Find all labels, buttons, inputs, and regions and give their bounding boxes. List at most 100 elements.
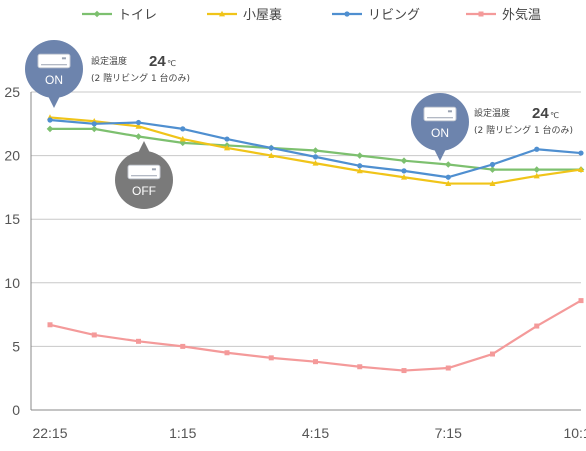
data-point [91,121,97,127]
setting-unit: ℃ [167,59,176,68]
data-point [357,364,363,370]
legend-label: 外気温 [502,7,541,23]
data-point [313,359,318,365]
data-point [268,145,274,151]
data-point [224,144,230,151]
legend-label: 小屋裏 [243,8,282,23]
data-point [445,180,452,186]
x-tick-label: 4:15 [302,425,329,441]
y-tick-label: 0 [12,402,20,418]
legend-label: リビング [368,8,420,23]
setting-annotation: 設定温度 24 ℃ (2 階リビング 1 台のみ) [91,53,190,84]
data-point [312,154,319,160]
data-point [445,365,451,371]
x-tick-label: 22:15 [32,425,67,441]
on-bubble-1: ON [25,40,83,108]
y-tick-label: 20 [4,148,20,164]
data-point [356,152,364,159]
series-layer [46,114,585,374]
data-point [534,146,540,152]
data-point [135,123,142,129]
legend-marker [344,11,350,17]
data-point [489,161,496,168]
setting-note: (2 階リビング 1 台のみ) [474,124,573,136]
data-point [224,136,230,142]
legend-marker [219,10,225,17]
legend-marker [478,11,484,17]
data-point [268,152,275,158]
bubble-label: ON [431,126,449,140]
data-point [357,163,363,169]
data-point [180,126,186,132]
data-point [444,161,452,168]
setting-label: 設定温度 [91,55,127,67]
axis-layer: 0 5 10 15 20 25 22:15 1:15 4:15 7:15 10:15 [4,84,586,441]
legend: トイレ 小屋裏 リビング 外気温 [82,7,541,23]
setting-unit: ℃ [550,111,559,120]
data-point [179,135,186,142]
legend-item: 外気温 [466,7,541,23]
data-point [180,343,186,349]
data-point [356,167,363,174]
bubble-label: OFF [132,184,156,198]
data-point [47,117,53,123]
data-point [268,355,274,361]
on-bubble-2: ON [411,93,469,161]
data-point [47,322,53,328]
setting-annotation: 設定温度 24 ℃ (2 階リビング 1 台のみ) [474,105,573,136]
data-point [135,133,142,140]
data-point [578,298,584,304]
x-tick-label: 1:15 [169,425,196,441]
legend-marker [93,10,101,18]
x-tick-label: 10:15 [563,425,586,441]
series-0 [46,125,585,173]
legend-item: リビング [332,8,420,23]
setting-note: (2 階リビング 1 台のみ) [91,72,190,84]
data-point [136,338,141,344]
data-point [578,166,584,172]
legend-item: トイレ [82,8,157,23]
air-conditioner-icon [37,53,71,69]
grid-layer [31,91,581,411]
y-tick-label: 5 [12,338,20,354]
data-point [490,351,495,357]
data-point [445,174,451,180]
data-point [489,166,496,173]
data-point [489,180,496,186]
bubble-circle [411,93,469,151]
data-point [533,166,541,173]
off-bubble: OFF [115,141,173,209]
data-point [534,323,540,329]
setting-label: 設定温度 [474,107,510,119]
data-point [578,150,584,156]
legend-item: 小屋裏 [207,8,282,23]
bubble-circle [115,151,173,209]
air-conditioner-icon [423,106,457,122]
bubble-label: ON [45,73,63,87]
series-3 [47,298,584,374]
data-point [90,125,98,133]
data-point [401,168,407,174]
setting-value: 24 [149,53,166,70]
y-tick-label: 25 [4,84,20,100]
air-conditioner-icon [127,164,161,180]
data-point [312,147,319,154]
data-point [400,157,408,164]
data-point [401,368,407,374]
y-tick-label: 15 [4,211,20,227]
x-tick-label: 7:15 [435,425,462,441]
bubble-circle [25,40,83,98]
data-point [135,119,142,126]
setting-value: 24 [532,105,549,122]
data-point [401,174,407,180]
legend-label: トイレ [118,8,157,23]
data-point [312,160,319,166]
data-point [46,125,54,133]
y-tick-label: 10 [4,275,20,291]
data-point [533,172,540,179]
data-point [224,350,230,356]
data-point [91,332,97,338]
